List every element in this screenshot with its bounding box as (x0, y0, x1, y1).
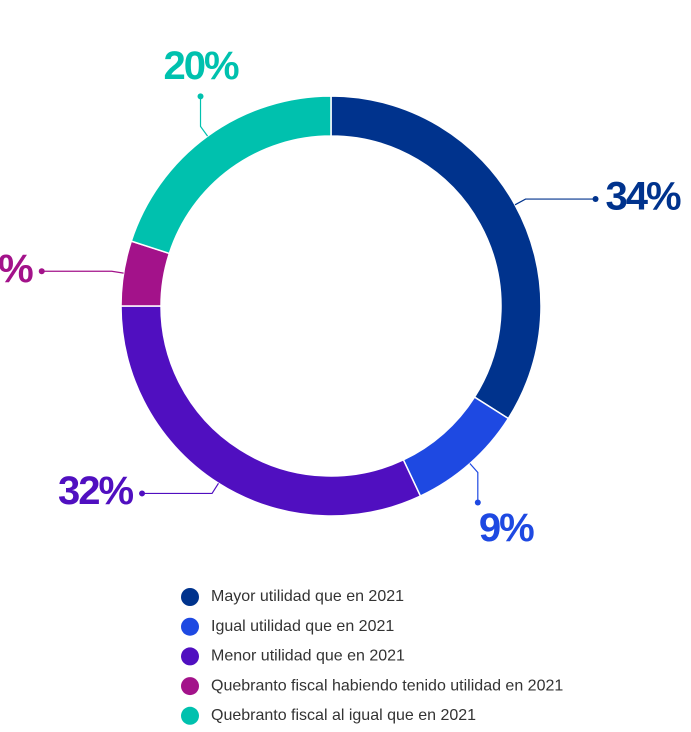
leader-line (199, 96, 209, 137)
leader-line (41, 270, 124, 274)
leader-line (142, 482, 219, 495)
value-label: 20% (163, 44, 238, 88)
legend-swatch (181, 677, 199, 696)
leader-dot (197, 93, 204, 100)
value-label: 9% (479, 506, 534, 550)
leader-dot (474, 499, 481, 506)
legend-label: Quebranto fiscal habiendo tenido utilida… (211, 677, 563, 694)
value-label: 34% (606, 175, 681, 219)
donut-segment (402, 396, 510, 498)
leader-line (514, 198, 596, 206)
donut-segment (120, 305, 422, 517)
legend-swatch (181, 706, 199, 725)
donut-segment (130, 95, 332, 255)
leader-dot (592, 196, 599, 203)
leader-dot (139, 490, 146, 497)
legend-label: Mayor utilidad que en 2021 (211, 588, 404, 605)
donut-segment (330, 95, 542, 420)
value-label: 32% (58, 469, 133, 513)
legend-label: Igual utilidad que en 2021 (211, 618, 394, 635)
legend-swatch (181, 588, 199, 606)
leader-line (469, 463, 479, 503)
legend-label: Quebranto fiscal al igual que en 2021 (211, 707, 476, 724)
leader-dot (38, 268, 45, 275)
legend-swatch (181, 647, 199, 666)
legend-swatch (181, 617, 199, 636)
legend-label: Menor utilidad que en 2021 (211, 648, 405, 665)
value-label: 5% (0, 247, 33, 291)
